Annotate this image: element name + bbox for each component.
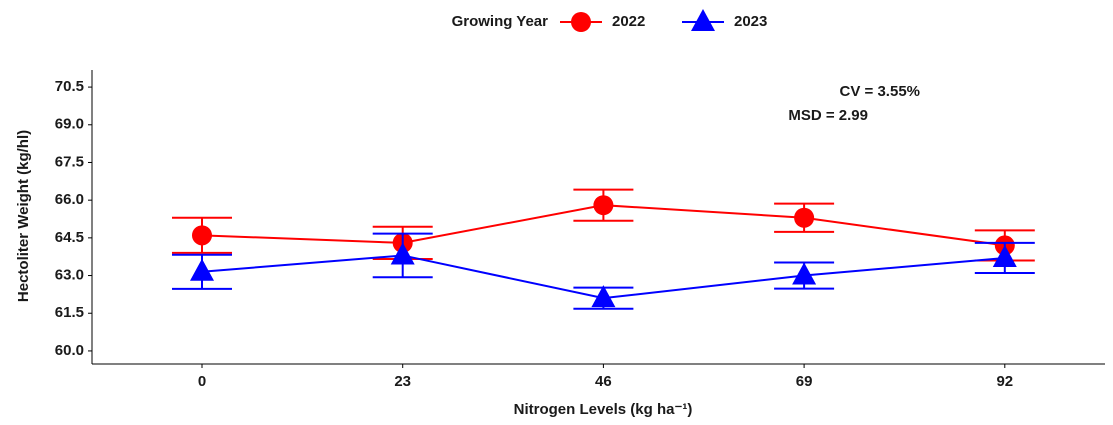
- x-tick-label: 92: [996, 373, 1013, 390]
- point: [390, 242, 415, 265]
- annotation: MSD = 2.99: [788, 107, 868, 124]
- y-tick-label: 70.5: [55, 78, 84, 95]
- y-tick-label: 64.5: [55, 229, 84, 246]
- annotation: CV = 3.55%: [840, 83, 920, 100]
- y-tick-label: 66.0: [55, 191, 84, 208]
- y-axis-label: Hectoliter Weight (kg/hl): [15, 130, 32, 302]
- point: [794, 207, 815, 228]
- y-tick-label: 61.5: [55, 304, 84, 321]
- y-tick-label: 67.5: [55, 153, 84, 170]
- point: [591, 285, 616, 308]
- y-tick-label: 69.0: [55, 116, 84, 133]
- legend-marker: [571, 12, 591, 32]
- legend-label: 2023: [734, 13, 767, 30]
- legend-marker: [691, 9, 715, 31]
- legend-title: Growing Year: [452, 13, 549, 30]
- y-tick-label: 60.0: [55, 342, 84, 359]
- x-tick-label: 23: [394, 373, 411, 390]
- point: [190, 258, 214, 281]
- point: [792, 262, 817, 285]
- x-tick-label: 0: [198, 373, 206, 390]
- x-tick-label: 46: [595, 373, 612, 390]
- x-axis-label: Nitrogen Levels (kg ha⁻¹): [514, 401, 693, 418]
- point: [593, 195, 614, 216]
- point: [192, 225, 212, 246]
- x-tick-label: 69: [796, 373, 813, 390]
- point: [992, 244, 1017, 267]
- y-tick-label: 63.0: [55, 267, 84, 284]
- legend-label: 2022: [612, 13, 645, 30]
